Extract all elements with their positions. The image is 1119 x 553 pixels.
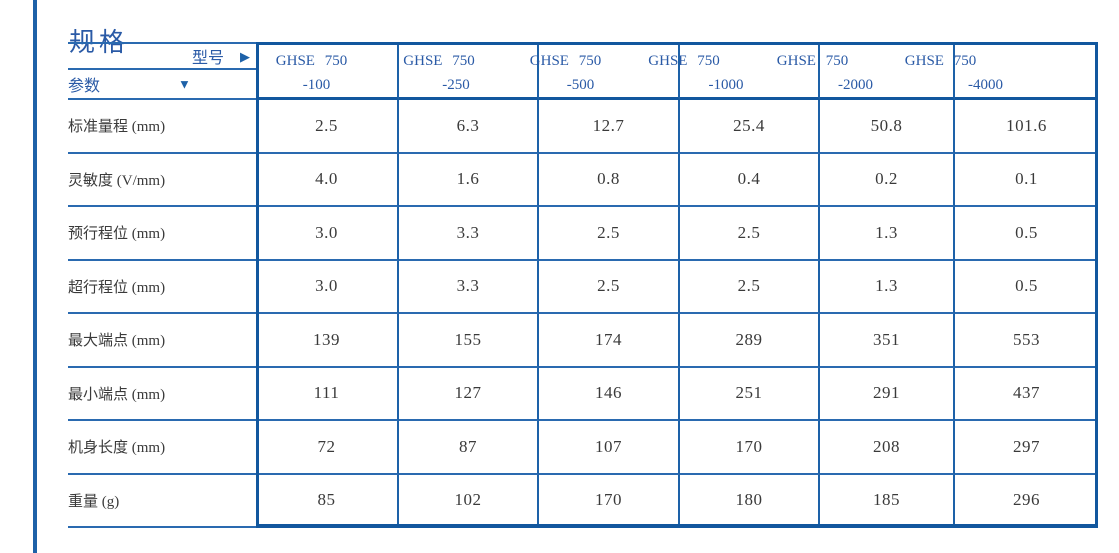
- model-variant: -500: [566, 76, 595, 93]
- data-cell: 291: [820, 367, 955, 421]
- data-cell: 0.5: [955, 207, 1098, 261]
- data-cell: 2.5: [539, 207, 680, 261]
- data-cell: 180: [680, 474, 820, 528]
- model-header-label: 型号: [191, 50, 224, 67]
- data-cell: 185: [820, 474, 955, 528]
- column-header-ghse750-1000: GHSE 750 -1000: [648, 42, 820, 100]
- data-cell: 0.4: [680, 153, 820, 207]
- data-cell: 3.0: [256, 260, 399, 314]
- data-cell: 170: [680, 421, 820, 475]
- data-cell: 1.3: [820, 260, 955, 314]
- data-cell: 174: [539, 314, 680, 368]
- data-cell: 107: [539, 421, 680, 475]
- data-cell: 296: [955, 475, 1098, 528]
- data-cell: 25.4: [680, 100, 820, 154]
- data-cell: 111: [256, 367, 399, 421]
- model-name: GHSE 750: [904, 52, 977, 69]
- data-cell: 2.5: [680, 207, 820, 261]
- model-variant: -4000: [968, 76, 1003, 93]
- data-cell: 3.3: [399, 260, 539, 314]
- data-cell: 0.8: [539, 153, 680, 207]
- right-arrow-icon: ▶: [240, 48, 250, 64]
- data-cell: 155: [399, 314, 539, 368]
- data-cell: 127: [399, 367, 539, 421]
- corner-header-cell: 型号 ▶ 参数 ▼: [68, 42, 256, 100]
- data-cell: 87: [399, 421, 539, 475]
- data-cell: 2.5: [539, 260, 680, 314]
- data-cell: 437: [955, 368, 1098, 421]
- data-cell: 50.8: [820, 100, 955, 154]
- data-cell: 297: [955, 421, 1098, 475]
- column-header-ghse750-250: GHSE 750 -250: [399, 42, 539, 100]
- column-header-ghse750-100: GHSE 750 -100: [256, 42, 399, 100]
- data-cell: 146: [539, 367, 680, 421]
- data-cell: 0.2: [820, 153, 955, 207]
- row-label-body-length: 机身长度 (mm): [68, 421, 256, 475]
- data-cell: 553: [955, 314, 1098, 368]
- data-cell: 1.3: [820, 207, 955, 261]
- row-label-standard-range: 标准量程 (mm): [68, 100, 256, 154]
- data-cell: 85: [256, 474, 399, 528]
- data-cell: 3.3: [399, 207, 539, 261]
- model-variant: -250: [442, 76, 470, 93]
- data-cell: 2.5: [256, 100, 399, 154]
- data-cell: 0.5: [955, 261, 1098, 314]
- model-name: GHSE 750: [403, 52, 475, 69]
- data-cell: 2.5: [680, 260, 820, 314]
- data-cell: 101.6: [955, 100, 1098, 154]
- down-arrow-icon: ▼: [178, 76, 191, 92]
- data-cell: 3.0: [256, 207, 399, 261]
- spec-table: 型号 ▶ 参数 ▼ GHSE 750 -100 GHSE 750 -250 GH…: [68, 42, 1098, 528]
- data-cell: 0.1: [955, 154, 1098, 207]
- data-cell: 72: [256, 421, 399, 475]
- model-name: GHSE 750: [648, 52, 720, 69]
- column-header-ghse750-2000: GHSE 750 -2000: [777, 42, 955, 100]
- data-cell: 6.3: [399, 100, 539, 154]
- data-cell: 139: [256, 314, 399, 368]
- data-cell: 102: [399, 474, 539, 528]
- model-name: GHSE 750: [275, 52, 348, 69]
- data-cell: 351: [820, 314, 955, 368]
- data-cell: 12.7: [539, 100, 680, 154]
- data-cell: 4.0: [256, 153, 399, 207]
- model-variant: -1000: [708, 76, 744, 93]
- column-header-ghse750-500: GHSE 750 -500: [530, 42, 680, 100]
- model-variant: -100: [302, 76, 331, 93]
- row-label-sensitivity: 灵敏度 (V/mm): [68, 154, 256, 207]
- row-label-over-travel: 超行程位 (mm): [68, 261, 256, 314]
- model-name: GHSE 750: [776, 52, 849, 69]
- row-label-pre-travel: 预行程位 (mm): [68, 207, 256, 261]
- param-header: 参数 ▼: [68, 70, 256, 98]
- param-header-label: 参数: [68, 78, 101, 95]
- model-variant: -2000: [838, 76, 873, 93]
- data-cell: 208: [820, 421, 955, 475]
- data-cell: 1.6: [399, 153, 539, 207]
- model-header: 型号 ▶: [68, 44, 256, 70]
- row-label-min-endpoint: 最小端点 (mm): [68, 368, 256, 421]
- column-header-ghse750-4000: GHSE 750 -4000: [905, 42, 1098, 100]
- row-label-max-endpoint: 最大端点 (mm): [68, 314, 256, 368]
- model-name: GHSE 750: [529, 52, 602, 69]
- left-margin-rule: [33, 0, 37, 553]
- data-cell: 170: [539, 474, 680, 528]
- data-cell: 251: [680, 367, 820, 421]
- data-cell: 289: [680, 314, 820, 368]
- row-label-weight: 重量 (g): [68, 475, 256, 528]
